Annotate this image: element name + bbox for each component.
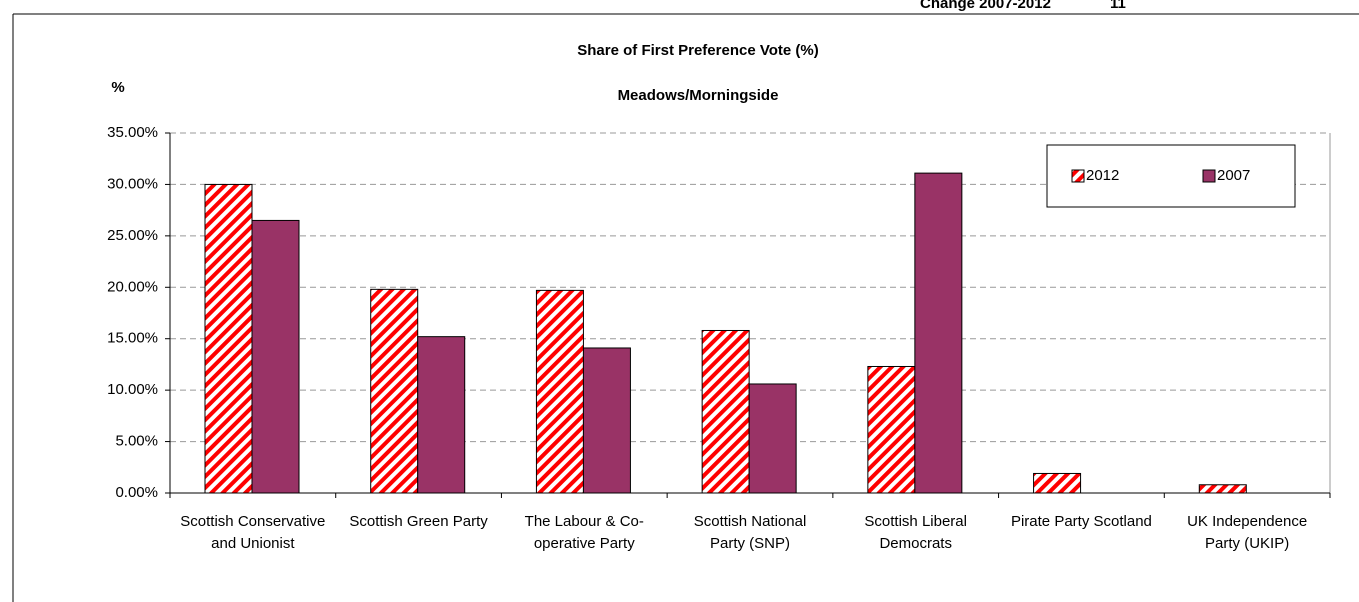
legend-box (1046, 144, 1296, 208)
bar (251, 219, 300, 494)
x-tick-label: Pirate Party Scotland (1010, 513, 1152, 530)
y-tick-label: 35.00% (107, 124, 158, 141)
bar (535, 289, 584, 494)
legend-swatch (1071, 169, 1085, 183)
x-tick-label: Scottish Conservative and Unionist (180, 513, 326, 552)
y-tick-label: 0.00% (115, 484, 158, 501)
y-tick-label: 5.00% (115, 433, 158, 450)
legend-swatch (1202, 169, 1216, 183)
bar (417, 336, 466, 494)
x-tick-label: The Labour & Co-operative Party (524, 513, 644, 552)
x-tick-label: Scottish Green Party (349, 513, 488, 530)
bar (1198, 484, 1247, 494)
bar (204, 183, 253, 494)
bar (582, 347, 631, 494)
x-tick-label: Scottish Liberal Democrats (864, 513, 967, 552)
bar (867, 365, 916, 494)
legend-label: 2012 (1086, 167, 1119, 184)
y-axis-label: % (111, 79, 124, 96)
annotation: 11 (1110, 0, 1126, 12)
y-tick-label: 25.00% (107, 227, 158, 244)
bar (701, 329, 750, 494)
bar (914, 172, 963, 494)
x-tick-label: Scottish National Party (SNP) (693, 513, 807, 552)
y-tick-label: 15.00% (107, 330, 158, 347)
chart-title: Share of First Preference Vote (%) (577, 42, 818, 59)
bar (1033, 472, 1082, 494)
annotation: Change 2007-2012 (920, 0, 1051, 12)
y-tick-label: 30.00% (107, 175, 158, 192)
bar (748, 383, 797, 494)
y-tick-label: 20.00% (107, 278, 158, 295)
y-tick-label: 10.00% (107, 381, 158, 398)
legend-label: 2007 (1217, 167, 1250, 184)
x-tick-label: UK Independence Party (UKIP) (1187, 513, 1308, 552)
chart-subtitle: Meadows/Morningside (618, 87, 779, 104)
bar (370, 288, 419, 494)
